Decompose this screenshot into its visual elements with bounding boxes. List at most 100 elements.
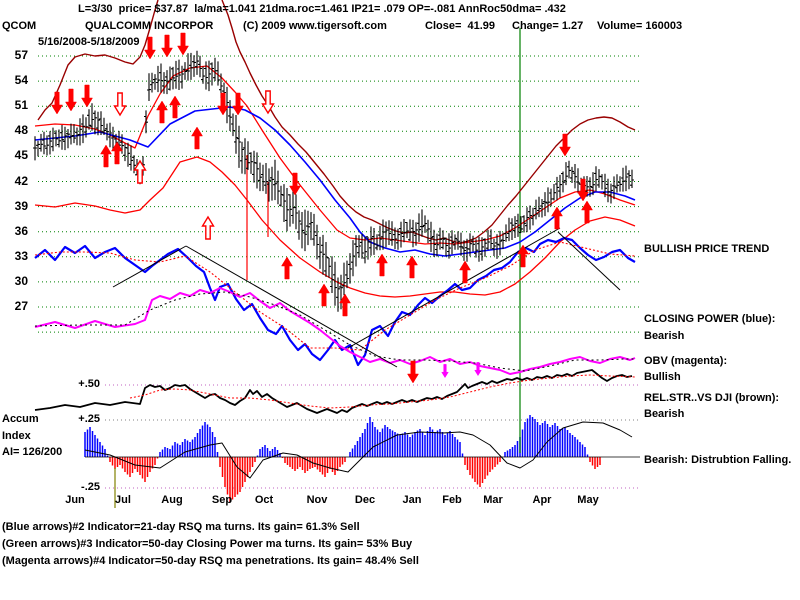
price-trend-annotation: BULLISH PRICE TREND <box>644 243 770 255</box>
price-axis-label: 51 <box>14 98 28 113</box>
accum-bar-positive <box>194 437 196 457</box>
accum-bar-negative <box>599 457 601 465</box>
accum-bar-negative <box>491 457 494 470</box>
accum-bar-negative <box>479 457 481 487</box>
accum-bar-positive <box>436 430 439 457</box>
accum-bar-negative <box>221 457 224 477</box>
price-axis-label: 27 <box>14 299 28 313</box>
down-arrow-signal <box>407 360 419 384</box>
accum-bar-positive <box>419 429 421 457</box>
accum-bar-positive <box>581 444 584 457</box>
accum-bar-positive <box>461 453 464 457</box>
accum-bar-negative <box>219 457 221 467</box>
accum-bar-positive <box>531 417 534 457</box>
accum-bar-negative <box>591 457 594 466</box>
accum-bar-negative <box>301 457 304 470</box>
accum-bar-positive <box>569 433 571 457</box>
accum-bar-positive <box>379 432 381 457</box>
accum-bar-positive <box>101 445 104 457</box>
date-range: 5/16/2008-5/18/2009 <box>38 36 140 48</box>
accum-bar-positive <box>454 437 456 457</box>
obv-ma-line <box>34 291 635 372</box>
month-axis-label: Feb <box>442 494 462 506</box>
accum-bar-positive <box>401 433 404 457</box>
accum-bar-positive <box>544 421 546 457</box>
rel-str-title: REL.STR..VS DJI (brown): <box>644 392 780 404</box>
accum-bar-negative <box>336 457 339 471</box>
month-axis-label: Aug <box>161 494 183 506</box>
accum-bar-positive <box>459 442 461 457</box>
down-arrow-signal <box>161 34 173 58</box>
price-hlc-bars <box>33 50 634 312</box>
accum-bar-positive <box>551 425 554 457</box>
accum-bar-positive <box>181 442 184 457</box>
down-arrow-signal <box>177 32 189 56</box>
accum-bar-negative <box>484 457 486 479</box>
accum-bar-positive <box>214 437 216 457</box>
accum-bar-negative <box>499 457 501 462</box>
price-axis-label: 45 <box>14 148 28 163</box>
accum-bar-positive <box>354 445 356 457</box>
trendline <box>112 245 187 288</box>
accum-bar-negative <box>299 457 301 467</box>
up-arrow-signal <box>339 293 351 317</box>
accum-bar-positive <box>529 415 531 457</box>
rel-str-status: Bearish <box>644 408 685 420</box>
accum-bar-positive <box>431 429 434 457</box>
accum-bar-negative <box>326 457 329 473</box>
accum-bar-negative <box>229 457 231 502</box>
accum-bar-positive <box>444 435 446 457</box>
accum-bar-positive <box>546 424 549 457</box>
accum-bar-positive <box>96 438 99 457</box>
down-arrow-signal <box>559 133 571 157</box>
accum-bar-positive <box>439 429 441 457</box>
closing-power-ma-line <box>34 241 636 351</box>
month-axis-label: Apr <box>532 494 552 506</box>
price-axis-label: 30 <box>14 273 28 288</box>
accum-bar-positive <box>196 433 199 457</box>
accum-bar-negative <box>236 457 239 495</box>
accum-bar-positive <box>206 424 209 457</box>
month-axis-label: Nov <box>306 494 328 506</box>
month-axis-label: May <box>577 494 599 506</box>
accum-bar-positive <box>89 427 91 457</box>
accum-bar-negative <box>156 457 159 459</box>
accum-bar-negative <box>594 457 596 469</box>
accum-bar-positive <box>261 447 264 457</box>
accum-bar-negative <box>319 457 321 472</box>
accum-bar-negative <box>304 457 306 473</box>
up-arrow-signal <box>318 283 330 307</box>
change-value: Change= 1.27 <box>512 20 584 32</box>
accum-bar-negative <box>496 457 499 465</box>
accum-bar-negative <box>239 457 241 492</box>
accum-bar-positive <box>576 439 579 457</box>
ai-value: AI= 126/200 <box>2 446 63 458</box>
accum-bar-positive <box>421 432 424 457</box>
plus50-label: +.50 <box>78 378 100 390</box>
up-arrow-signal <box>281 256 293 280</box>
accum-bar-positive <box>526 418 529 457</box>
accum-bar-negative <box>474 457 476 482</box>
accum-bar-negative <box>481 457 484 483</box>
accum-bar-negative <box>151 457 154 469</box>
legend-blue-arrows: (Blue arrows)#2 Indicator=21-day RSQ ma … <box>2 521 360 533</box>
up-arrow-signal <box>169 95 181 119</box>
accum-bar-positive <box>561 428 564 457</box>
ticker-symbol: QCOM <box>2 20 37 32</box>
accum-bar-positive <box>184 439 186 457</box>
legend-magenta-arrows: (Magenta arrows)#4 Indicator=50-day RSQ … <box>2 555 419 567</box>
down-arrow-signal <box>51 91 63 115</box>
price-axis-label: 42 <box>14 173 28 188</box>
accum-bar-positive <box>86 429 89 457</box>
month-axis-label: Jun <box>65 494 85 506</box>
price-axis-label: 54 <box>14 73 28 88</box>
accum-bar-negative <box>121 457 124 469</box>
down-arrow-signal <box>81 84 93 108</box>
accum-bar-positive <box>536 422 539 457</box>
accum-bar-positive <box>389 429 391 457</box>
down-arrow-signal <box>113 92 127 117</box>
accum-bar-positive <box>349 452 351 457</box>
accum-bar-negative <box>114 457 116 469</box>
accum-bar-positive <box>271 449 274 457</box>
accum-bar-positive <box>274 447 276 457</box>
